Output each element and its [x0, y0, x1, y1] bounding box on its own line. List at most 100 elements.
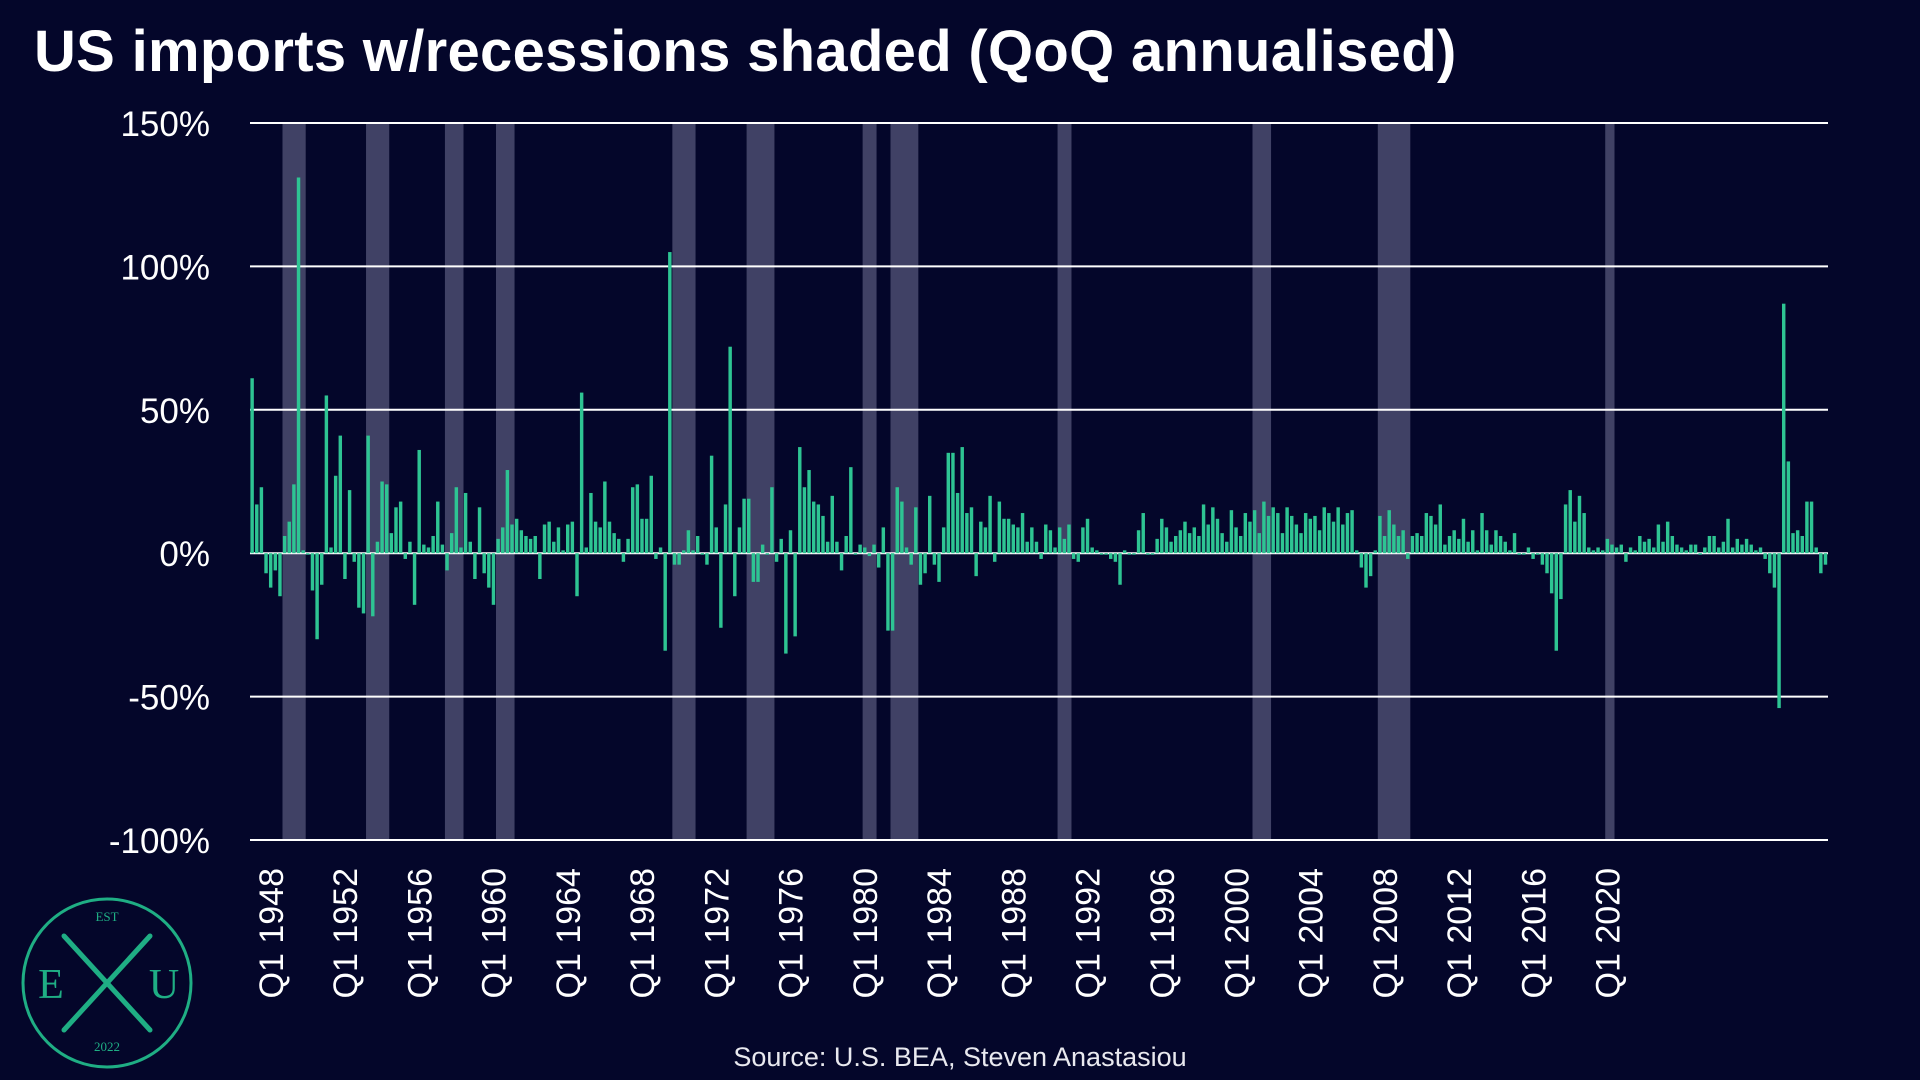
bar — [937, 553, 941, 582]
bar — [1443, 544, 1447, 554]
bar — [1419, 535, 1424, 554]
bar — [974, 553, 978, 577]
bar — [816, 504, 821, 554]
bar — [1823, 553, 1828, 565]
bar — [1350, 510, 1354, 554]
bar — [682, 550, 686, 554]
bar — [1526, 547, 1531, 554]
bar — [1364, 553, 1368, 588]
bar — [1638, 535, 1642, 554]
bar — [1262, 501, 1266, 554]
bar — [491, 553, 496, 605]
bar — [1735, 538, 1740, 554]
logo-right-letter: U — [149, 962, 179, 1008]
gridline-layer — [250, 122, 1828, 841]
bar — [695, 535, 700, 554]
bar — [1628, 547, 1633, 554]
bar — [928, 495, 932, 554]
bar — [779, 538, 783, 554]
bar — [375, 541, 380, 554]
bar — [635, 484, 640, 554]
bar — [1772, 553, 1777, 588]
bar — [1498, 535, 1503, 554]
bar — [422, 544, 426, 554]
bar — [1076, 553, 1080, 562]
y-axis-tick-labels: 150% 100% 50% 0% -50% -100% — [109, 105, 210, 861]
bar — [361, 553, 366, 614]
bar — [1095, 550, 1099, 554]
bar — [1062, 538, 1067, 554]
bar — [969, 507, 974, 554]
bar — [1665, 521, 1670, 554]
bar — [449, 533, 454, 554]
bar — [1777, 553, 1781, 709]
bar — [853, 553, 858, 555]
x-tick-label: Q1 1968 — [624, 868, 662, 998]
x-tick-label: Q1 2012 — [1441, 868, 1479, 998]
bar — [1187, 533, 1192, 554]
bar — [1438, 504, 1442, 554]
bar — [468, 541, 472, 554]
bar — [570, 521, 575, 554]
bar — [626, 538, 630, 554]
bar — [501, 527, 505, 554]
x-tick-label: Q1 1960 — [476, 868, 514, 998]
bar — [296, 177, 301, 554]
bar — [1647, 538, 1651, 554]
bar — [798, 447, 802, 554]
bar — [1800, 535, 1804, 554]
bar — [849, 467, 853, 554]
bar — [1480, 513, 1484, 554]
bar — [844, 535, 848, 554]
bar — [1540, 553, 1545, 565]
bar — [264, 553, 268, 574]
bar — [1814, 547, 1818, 554]
bar — [881, 527, 886, 554]
bar — [1155, 538, 1159, 554]
bar — [1698, 553, 1702, 555]
bar — [324, 395, 329, 554]
x-axis-tick-labels: Q1 1948 Q1 1952 Q1 1956 Q1 1960 Q1 1964 Q1 19… — [253, 868, 1628, 998]
bar — [686, 530, 691, 554]
bar — [1002, 518, 1006, 554]
recession-band-12 — [1605, 123, 1615, 840]
bar — [1717, 547, 1721, 554]
x-tick-label: Q1 1948 — [253, 868, 291, 998]
bar — [1457, 538, 1461, 554]
logo-bottom-text: 2022 — [94, 1039, 120, 1054]
bar — [389, 533, 394, 554]
bar — [1225, 541, 1229, 554]
bar — [524, 535, 528, 554]
x-tick-label: Q1 1984 — [921, 868, 959, 998]
bar — [547, 521, 551, 554]
bar — [1081, 527, 1085, 554]
bar — [1345, 513, 1350, 554]
bar — [1679, 547, 1684, 554]
bar — [1545, 553, 1549, 574]
bar — [858, 544, 862, 554]
bar — [747, 498, 751, 554]
bar — [593, 521, 598, 554]
recession-band-3 — [444, 123, 464, 840]
bar — [839, 553, 844, 571]
bar — [1053, 547, 1057, 554]
bar — [774, 553, 779, 562]
bar — [1243, 513, 1248, 554]
bar — [398, 501, 403, 554]
bar — [1494, 530, 1498, 554]
bar — [895, 487, 899, 554]
recession-band-9 — [1057, 123, 1072, 840]
bar — [1749, 544, 1753, 554]
bar — [1763, 553, 1767, 559]
bar — [788, 530, 793, 554]
bar — [1805, 501, 1809, 554]
bar — [672, 553, 677, 565]
bar — [556, 527, 561, 554]
bar — [1183, 521, 1187, 554]
bar — [514, 518, 519, 554]
bar — [1192, 527, 1196, 554]
bar — [1313, 515, 1317, 554]
bar — [1067, 524, 1071, 554]
bar — [1401, 530, 1405, 554]
y-tick-label: 0% — [159, 535, 210, 574]
